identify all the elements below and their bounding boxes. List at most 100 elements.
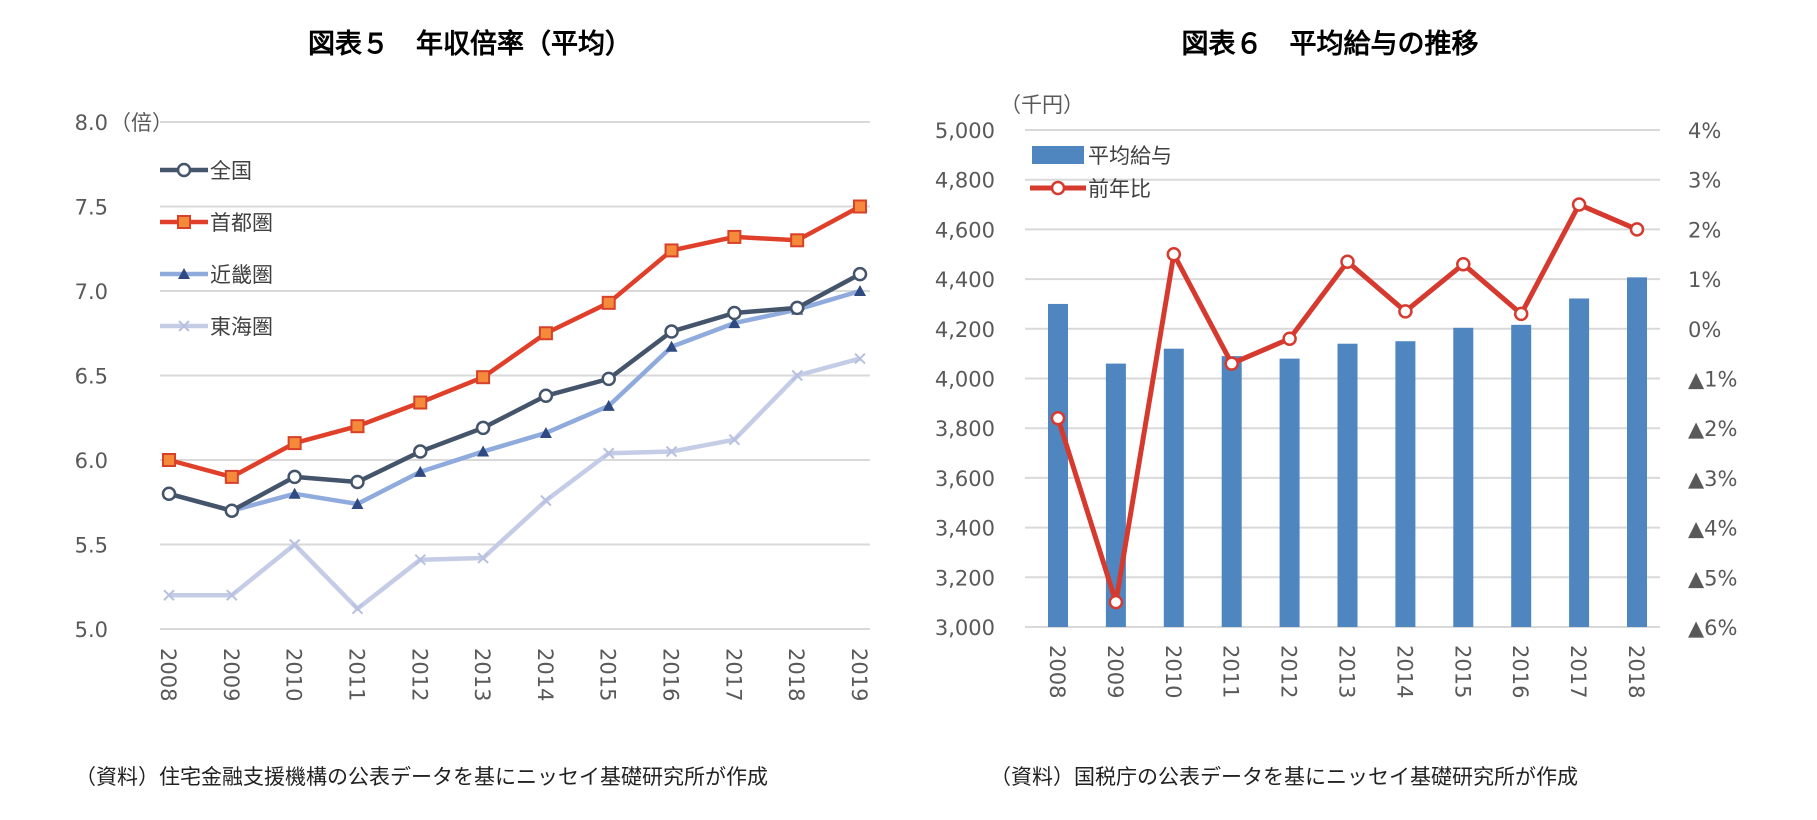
bar xyxy=(1221,356,1242,627)
legend-marker xyxy=(176,162,192,178)
data-point xyxy=(664,243,679,258)
data-point xyxy=(1398,304,1413,319)
data-point xyxy=(350,474,365,490)
data-point xyxy=(1224,356,1239,371)
data-point xyxy=(854,352,866,365)
y2-tick-label: ▲4% xyxy=(1688,517,1737,541)
y-tick-label: 6.0 xyxy=(75,449,108,473)
x-tick-label: 2015 xyxy=(1450,645,1474,698)
data-point xyxy=(790,233,805,248)
bar xyxy=(1337,343,1358,627)
data-point xyxy=(226,589,238,601)
x-tick-label: 2014 xyxy=(533,648,557,701)
y-tick-label: 4,800 xyxy=(935,169,995,193)
y-tick-label: 7.0 xyxy=(75,280,108,304)
y2-tick-label: 3% xyxy=(1688,169,1721,193)
data-point xyxy=(224,469,239,484)
legend-label: 全国 xyxy=(210,159,252,183)
data-point xyxy=(727,229,742,244)
data-point xyxy=(601,371,616,387)
data-point xyxy=(413,395,428,410)
data-point xyxy=(538,326,553,341)
y2-tick-label: ▲5% xyxy=(1688,566,1737,590)
data-point xyxy=(727,305,742,321)
chart2-note: （資料）国税庁の公表データを基にニッセイ基礎研究所が作成 xyxy=(990,765,1578,789)
chart1-plot: 5.0 5.5 6.0 6.5 7.0 7.5 8.0 2008 2009 2010 2011 201… xyxy=(75,111,871,701)
data-point xyxy=(350,419,365,434)
bar xyxy=(1569,298,1590,627)
y-tick-label: 6.5 xyxy=(75,365,108,389)
y2-tick-label: 0% xyxy=(1688,318,1721,342)
data-point xyxy=(351,497,364,509)
y2-tick-label: ▲2% xyxy=(1688,417,1737,441)
data-point xyxy=(601,295,616,310)
data-point xyxy=(1282,331,1297,346)
x-tick-label: 2016 xyxy=(1508,645,1532,698)
data-point xyxy=(162,453,176,467)
data-point xyxy=(854,285,866,296)
series-line-東海圏 xyxy=(169,356,861,611)
data-point xyxy=(224,503,240,518)
y-tick-label: 8.0 xyxy=(75,111,108,135)
data-point xyxy=(1108,594,1124,610)
data-point xyxy=(728,317,741,329)
series-line-全国 xyxy=(168,272,862,513)
data-point xyxy=(1166,247,1182,262)
data-point xyxy=(664,324,679,339)
legend-label: 東海圏 xyxy=(210,315,273,339)
y2-tick-label: ▲1% xyxy=(1688,368,1737,392)
legend-marker xyxy=(178,320,190,332)
data-point xyxy=(1629,222,1645,237)
y-tick-label: 3,000 xyxy=(935,616,995,640)
bar xyxy=(1395,341,1416,627)
y2-tick-label: ▲6% xyxy=(1688,616,1737,640)
x-tick-label: 2015 xyxy=(596,648,620,701)
data-point xyxy=(665,445,678,458)
bar xyxy=(1511,324,1532,627)
chart2-ylabel: （千円） xyxy=(1000,93,1084,117)
data-point xyxy=(1571,197,1587,212)
x-tick-label: 2018 xyxy=(784,648,808,701)
data-point xyxy=(852,266,868,282)
data-point xyxy=(789,300,805,316)
y-tick-label: 4,000 xyxy=(935,368,995,392)
data-point xyxy=(475,420,491,436)
data-point xyxy=(351,603,364,615)
y2-tick-label: 2% xyxy=(1688,218,1721,242)
y-tick-label: 3,600 xyxy=(935,467,995,491)
x-tick-label: 2014 xyxy=(1392,645,1416,698)
x-tick-label: 2013 xyxy=(1335,645,1359,698)
data-point xyxy=(413,444,428,459)
x-tick-label: 2008 xyxy=(1045,645,1069,698)
data-point xyxy=(476,370,491,385)
legend-marker xyxy=(1050,180,1066,196)
y-tick-label: 5.5 xyxy=(75,534,108,558)
data-point xyxy=(665,340,678,352)
series-line-首都圏 xyxy=(168,204,862,480)
bar xyxy=(1627,277,1647,627)
x-tick-label: 2009 xyxy=(1103,645,1127,698)
y2-tick-label: 4% xyxy=(1688,119,1721,143)
data-point xyxy=(853,199,867,214)
y-tick-label: 5,000 xyxy=(935,119,995,143)
data-point xyxy=(288,487,301,499)
y2-tick-label: 1% xyxy=(1688,268,1721,292)
data-point xyxy=(163,589,175,601)
y-tick-label: 3,400 xyxy=(935,517,995,541)
data-point xyxy=(538,388,554,404)
legend-label: 前年比 xyxy=(1088,177,1151,201)
x-tick-label: 2012 xyxy=(407,648,431,701)
data-point xyxy=(1340,254,1355,269)
legend-label: 首都圏 xyxy=(210,211,273,235)
data-point xyxy=(791,369,803,382)
x-tick-label: 2019 xyxy=(847,648,871,701)
x-tick-label: 2018 xyxy=(1624,645,1648,698)
data-point xyxy=(539,426,552,438)
x-tick-label: 2010 xyxy=(1161,645,1185,698)
bar xyxy=(1048,303,1068,627)
y-tick-label: 4,400 xyxy=(935,268,995,292)
legend-label: 平均給与 xyxy=(1088,144,1172,168)
x-tick-label: 2012 xyxy=(1277,645,1301,698)
data-point xyxy=(161,486,177,502)
